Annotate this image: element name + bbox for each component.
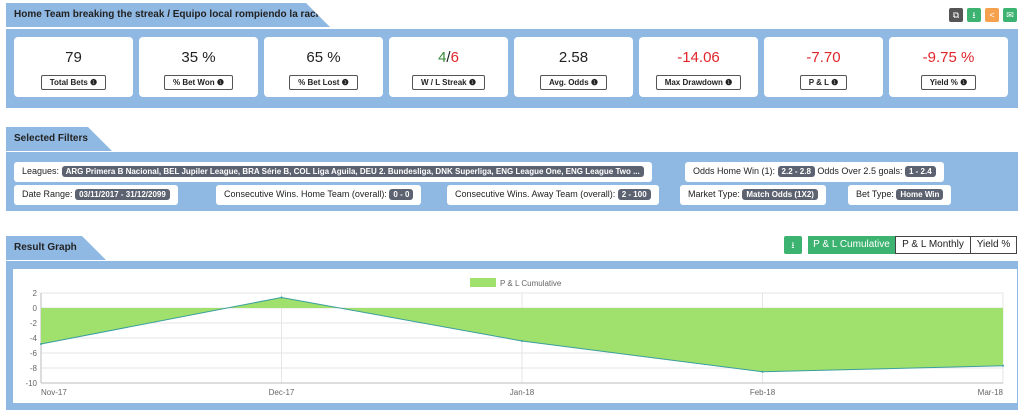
stat-card: -14.06 Max Drawdown ❶ (639, 37, 758, 97)
x-tick-label: Jan-18 (510, 388, 535, 397)
stat-card: 79 Total Bets ❶ (14, 37, 133, 97)
filter-cons-away: Consecutive Wins. Away Team (overall): 2… (447, 185, 659, 205)
x-tick-label: Feb-18 (750, 388, 776, 397)
filters-panel: Leagues: ARG Primera B Nacional, BEL Jup… (6, 152, 1018, 211)
stat-value: 79 (65, 49, 82, 66)
email-icon[interactable]: ✉ (1003, 8, 1017, 22)
stat-card: 4/6 W / L Streak ❶ (389, 37, 508, 97)
y-tick-label: -2 (30, 319, 38, 328)
stat-label[interactable]: Yield % ❶ (920, 75, 977, 90)
download-icon[interactable]: ⭳ (967, 8, 981, 22)
data-point (1002, 364, 1004, 367)
stat-card: -9.75 % Yield % ❶ (889, 37, 1008, 97)
y-tick-label: -10 (25, 379, 37, 388)
stat-label[interactable]: W / L Streak ❶ (411, 75, 486, 90)
stat-label[interactable]: Avg. Odds ❶ (539, 75, 608, 90)
x-tick-label: Nov-17 (41, 388, 67, 397)
graph-tab: Result Graph (6, 236, 106, 260)
stat-value: 35 % (181, 49, 216, 66)
stat-value: 2.58 (558, 49, 589, 66)
copy-icon[interactable]: ⧉ (949, 8, 963, 22)
share-icon[interactable]: < (985, 8, 999, 22)
filters-title: Selected Filters (14, 133, 88, 144)
data-point (40, 343, 42, 345)
graph-title: Result Graph (14, 242, 77, 253)
area-fill (41, 297, 1003, 372)
legend-swatch (470, 278, 496, 287)
filters-tab: Selected Filters (6, 127, 112, 151)
stat-card: 35 % % Bet Won ❶ (139, 37, 258, 97)
graph-panel: 2 0 -2 -4 -6 -8 -10 Nov-17 Dec-17 Jan-18 Feb-18 Mar… (6, 261, 1018, 410)
filter-date: Date Range: 03/11/2017 - 31/12/2099 (14, 185, 178, 205)
stats-panel: 79 Total Bets ❶ 35 % % Bet Won ❶ 65 % % Bet L… (6, 29, 1018, 108)
x-tick-label: Dec-17 (269, 388, 295, 397)
stat-label[interactable]: % Bet Lost ❶ (289, 75, 358, 90)
x-tick-label: Mar-18 (978, 388, 1004, 397)
filter-odds: Odds Home Win (1): 2.2 - 2.8 Odds Over 2… (685, 162, 944, 182)
stat-value: -7.70 (806, 49, 841, 66)
stat-label[interactable]: % Bet Won ❶ (163, 75, 234, 90)
stat-card: 2.58 Avg. Odds ❶ (514, 37, 633, 97)
stat-card: -7.70 P & L ❶ (764, 37, 883, 97)
header-tab: Home Team breaking the streak / Equipo l… (6, 3, 330, 27)
stat-label[interactable]: P & L ❶ (799, 75, 848, 90)
y-tick-label: -4 (30, 334, 38, 343)
tab-pl-monthly[interactable]: P & L Monthly (895, 236, 971, 254)
data-point (280, 296, 283, 299)
filter-leagues: Leagues: ARG Primera B Nacional, BEL Jup… (14, 162, 652, 182)
stat-label[interactable]: Total Bets ❶ (40, 75, 107, 90)
stat-value: -9.75 % (922, 49, 975, 66)
y-tick-label: 2 (33, 289, 38, 298)
page-title: Home Team breaking the streak / Equipo l… (14, 9, 328, 20)
y-tick-label: -6 (30, 349, 38, 358)
stat-label[interactable]: Max Drawdown ❶ (655, 75, 742, 90)
data-point (521, 340, 523, 342)
tab-pl-cumulative[interactable]: P & L Cumulative (808, 236, 895, 254)
legend-label: P & L Cumulative (500, 279, 562, 288)
y-tick-label: 0 (33, 304, 38, 313)
y-tick-label: -8 (30, 364, 38, 373)
stat-card: 65 % % Bet Lost ❶ (264, 37, 383, 97)
filter-cons-home: Consecutive Wins. Home Team (overall): 0… (216, 185, 422, 205)
stat-value: -14.06 (677, 49, 720, 66)
download-graph-icon[interactable]: ⭳ (784, 236, 802, 254)
stat-value: 4/6 (438, 49, 459, 66)
tab-yield[interactable]: Yield % (970, 236, 1017, 254)
filter-market: Market Type: Match Odds (1X2) (680, 185, 826, 205)
stat-value: 65 % (306, 49, 341, 66)
pl-chart: 2 0 -2 -4 -6 -8 -10 Nov-17 Dec-17 Jan-18 Feb-18 Mar… (13, 269, 1017, 403)
filter-bet: Bet Type: Home Win (848, 185, 952, 205)
data-point (761, 370, 764, 373)
